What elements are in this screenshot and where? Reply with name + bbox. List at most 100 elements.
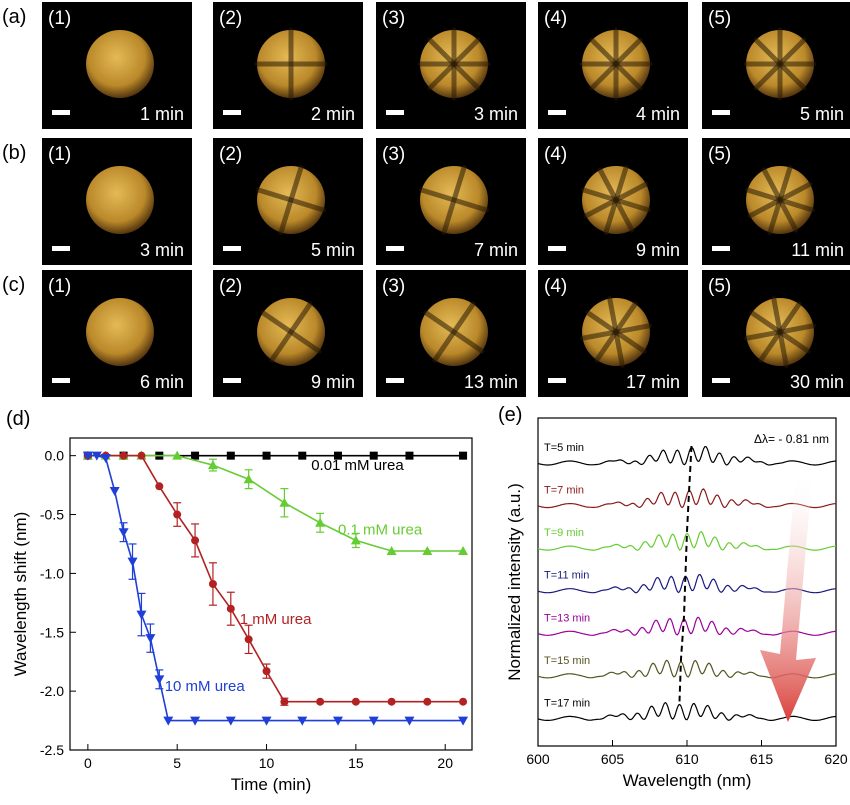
data-point (334, 451, 342, 460)
series-line (87, 454, 464, 722)
data-point (191, 451, 200, 460)
x-axis-label: Time (min) (231, 775, 312, 794)
data-point (369, 451, 378, 460)
data-point (386, 546, 397, 556)
data-point (351, 697, 360, 706)
data-point (109, 486, 120, 496)
spectrum-line (537, 530, 837, 551)
x-tick-label: 0 (84, 755, 92, 771)
row-label: (b) (2, 142, 27, 164)
data-point (208, 579, 217, 588)
chart-e: 600 605 610 615 620 Wavelength (nm) Normalized… (505, 417, 848, 790)
data-point (423, 697, 432, 706)
data-point (298, 451, 307, 460)
micrograph-tile: (1) 3 min (42, 138, 192, 265)
row-label: (c) (2, 274, 26, 296)
x-tick-label: 610 (675, 751, 699, 767)
micrograph-tile: (5) 30 min (702, 270, 850, 397)
spectrum-label: T=17 min (544, 697, 590, 709)
data-point (458, 716, 469, 726)
micrograph-tile: (2) 9 min (213, 270, 363, 397)
tile-index: (1) (48, 8, 72, 29)
droplet-image (86, 30, 154, 98)
tile-index: (5) (708, 8, 732, 29)
data-point (422, 546, 433, 556)
droplet-image (744, 296, 816, 368)
x-axis-label: Wavelength (nm) (623, 771, 752, 790)
scale-bar (712, 246, 730, 251)
data-point (127, 557, 138, 567)
data-point (368, 716, 379, 726)
spectrum-label: T=9 min (544, 527, 584, 539)
micrograph-tile: (4) 4 min (538, 2, 688, 129)
scale-bar (223, 378, 241, 383)
micrograph-tile: (4) 9 min (538, 138, 688, 265)
data-point (225, 716, 236, 726)
data-point (191, 536, 200, 545)
droplet-image (256, 165, 326, 235)
micrograph-tile: (1) 6 min (42, 270, 192, 397)
tile-time: 30 min (789, 372, 844, 392)
data-point (173, 510, 182, 519)
y-tick-label: -2.0 (40, 683, 64, 699)
data-point (459, 451, 468, 460)
data-point (136, 610, 147, 620)
droplet-image (257, 298, 325, 366)
y-tick-label: -0.5 (40, 507, 64, 523)
data-point (82, 451, 93, 461)
x-tick-label: 10 (259, 755, 275, 771)
tile-time: 2 min (310, 104, 355, 124)
data-point (459, 697, 468, 706)
data-point (279, 497, 290, 507)
tile-index: (4) (544, 276, 568, 297)
panel-label-d: (d) (6, 408, 31, 430)
scale-bar (712, 110, 730, 115)
tile-time: 3 min (139, 240, 184, 260)
data-point (262, 667, 271, 676)
series-3: 10 mM urea (82, 451, 469, 726)
data-point (280, 697, 289, 706)
tile-index: (2) (219, 8, 243, 29)
series-label: 0.1 mM urea (338, 522, 423, 539)
micrograph-tile: (1) 1 min (42, 2, 192, 129)
data-point (100, 454, 111, 464)
droplet-image (86, 298, 154, 366)
scale-bar (386, 246, 404, 251)
droplet-image (419, 165, 489, 235)
panel-label-e: (e) (498, 404, 523, 426)
data-point (316, 697, 325, 706)
trend-arrow (760, 480, 816, 722)
spectrum-label: T=11 min (544, 570, 589, 582)
data-point (172, 450, 183, 460)
tile-index: (3) (382, 276, 406, 297)
tile-time: 9 min (310, 372, 355, 392)
tile-index: (1) (48, 144, 72, 165)
micrograph-tile: (3) 7 min (376, 138, 526, 265)
x-tick-label: 620 (824, 751, 848, 767)
scale-bar (712, 378, 730, 383)
series-label: 1 mM urea (240, 611, 312, 628)
scale-bar (548, 246, 566, 251)
y-tick-label: -1.0 (40, 565, 64, 581)
droplet-image (581, 165, 651, 235)
series-1: 0.1 mM urea (82, 450, 469, 556)
data-point (207, 460, 218, 470)
tile-time: 7 min (473, 240, 518, 260)
spectrum-label: T=7 min (544, 485, 584, 497)
tile-index: (5) (708, 144, 732, 165)
peak-track (678, 445, 693, 702)
data-point (458, 546, 469, 556)
series-label: 10 mM urea (165, 678, 246, 695)
data-point (145, 634, 156, 644)
tile-time: 6 min (139, 372, 184, 392)
tile-time: 5 min (799, 104, 844, 124)
tile-index: (5) (708, 276, 732, 297)
micrograph-tile: (5) 5 min (702, 2, 850, 129)
tile-index: (3) (382, 144, 406, 165)
data-point (190, 716, 201, 726)
droplet-image (579, 27, 653, 101)
micrograph-tile: (4) 17 min (538, 270, 688, 397)
droplet-image (580, 296, 652, 368)
scale-bar (386, 378, 404, 383)
chart-d: 0 5 10 15 20 0.0 -0.5 -1.0 -1.5 -2.0 -2.5 Time (min… (11, 437, 473, 794)
